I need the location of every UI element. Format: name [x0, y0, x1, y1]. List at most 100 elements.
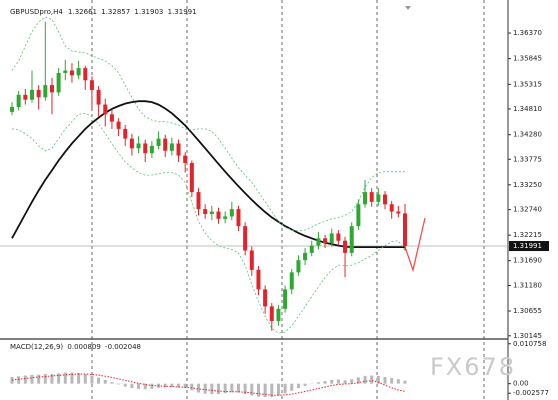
candle-body: [103, 104, 108, 115]
candle-body: [109, 114, 114, 122]
candle-body: [309, 245, 314, 253]
macd-bar: [323, 381, 327, 384]
band-line: [11, 16, 405, 232]
candle-body: [236, 209, 241, 227]
y-tick-label: 1.34280: [513, 131, 542, 139]
candle-body: [343, 240, 348, 253]
header-high: 1.32857: [101, 8, 130, 16]
macd-bar: [170, 383, 174, 388]
candle-body: [263, 289, 268, 307]
macd-bar: [243, 383, 247, 395]
candle-body: [283, 289, 288, 309]
candle-body: [136, 143, 141, 149]
candle-body: [243, 226, 248, 251]
candle-body: [256, 269, 261, 290]
macd-bar: [343, 380, 347, 384]
macd-bar: [143, 383, 147, 390]
candle-body: [383, 194, 388, 205]
macd-bar: [230, 383, 234, 393]
macd-bar: [90, 375, 94, 384]
macd-bar: [50, 374, 54, 384]
header-open: 1.32661: [68, 8, 97, 16]
candle-body: [63, 70, 68, 73]
macd-bar: [250, 383, 254, 396]
band-line: [11, 112, 406, 334]
macd-bar: [223, 383, 227, 394]
macd-bar: [23, 375, 27, 384]
candle-body: [349, 226, 354, 253]
candle-body: [76, 68, 81, 76]
macd-bar: [383, 376, 387, 384]
y-tick-label: 0.010758: [513, 340, 546, 348]
macd-bar: [316, 382, 320, 384]
y-tick-label: 1.30145: [513, 332, 542, 340]
candle-body: [43, 85, 48, 98]
macd-header: MACD(12,26,9) 0.000809 -0.002048: [10, 343, 141, 351]
macd-bar: [370, 375, 374, 384]
candle-body: [83, 68, 88, 81]
candle-body: [389, 204, 394, 212]
y-tick-label: 1.30655: [513, 307, 542, 315]
candle-body: [169, 143, 174, 151]
price-box: [509, 241, 549, 252]
candle-body: [209, 211, 214, 214]
macd-bar: [77, 372, 81, 384]
macd-bar: [150, 383, 154, 389]
candle-body: [336, 233, 341, 241]
candle-body: [196, 192, 201, 210]
macd-histogram-value: 0.000809: [67, 343, 100, 351]
candle-body: [289, 272, 294, 290]
macd-bar: [276, 383, 280, 396]
candle-body: [69, 70, 74, 76]
candle-body: [36, 89, 41, 98]
candle-body: [29, 89, 34, 100]
candle-body: [143, 143, 148, 154]
macd-bar: [17, 376, 21, 384]
y-tick-label: 1.34810: [513, 105, 542, 113]
macd-bar: [177, 383, 181, 388]
macd-bar: [123, 383, 127, 387]
candle-body: [403, 213, 407, 247]
macd-bar: [183, 383, 187, 389]
watermark: FX678: [430, 353, 516, 381]
macd-bar: [137, 383, 141, 389]
macd-title: MACD(12,26,9): [10, 343, 63, 351]
macd-bar: [83, 374, 87, 384]
macd-bar: [356, 377, 360, 384]
candle-body: [249, 250, 254, 270]
macd-bar: [210, 383, 214, 395]
y-tick-label: 1.32215: [513, 231, 542, 239]
macd-bar: [130, 383, 134, 389]
header-low: 1.31903: [134, 8, 163, 16]
candle-body: [396, 211, 401, 214]
candle-body: [363, 192, 368, 205]
candle-body: [89, 80, 94, 90]
y-tick-label: 1.31180: [513, 281, 542, 289]
macd-bar: [163, 383, 167, 388]
macd-bar: [30, 374, 34, 384]
macd-bar: [263, 383, 267, 398]
candle-body: [316, 238, 321, 246]
y-tick-label: -0.002577: [513, 389, 549, 397]
candle-body: [123, 128, 128, 139]
candle-body: [329, 233, 334, 244]
macd-bar: [303, 383, 307, 386]
macd-bar: [43, 374, 47, 384]
candle-body: [369, 192, 374, 202]
macd-bar: [203, 383, 207, 394]
candle-body: [129, 138, 134, 149]
macd-bar: [283, 383, 287, 394]
candle-body: [216, 211, 221, 219]
y-tick-label: 1.35845: [513, 55, 542, 63]
candle-body: [156, 138, 161, 146]
macd-bar: [63, 372, 67, 384]
macd-bar: [57, 373, 61, 384]
candle-body: [189, 162, 194, 193]
macd-bar: [396, 379, 400, 384]
moving-average: [11, 100, 405, 248]
y-tick-label: 1.36370: [513, 29, 542, 37]
candle-body: [96, 89, 101, 105]
macd-bar: [363, 375, 367, 384]
candle-body: [296, 260, 301, 273]
